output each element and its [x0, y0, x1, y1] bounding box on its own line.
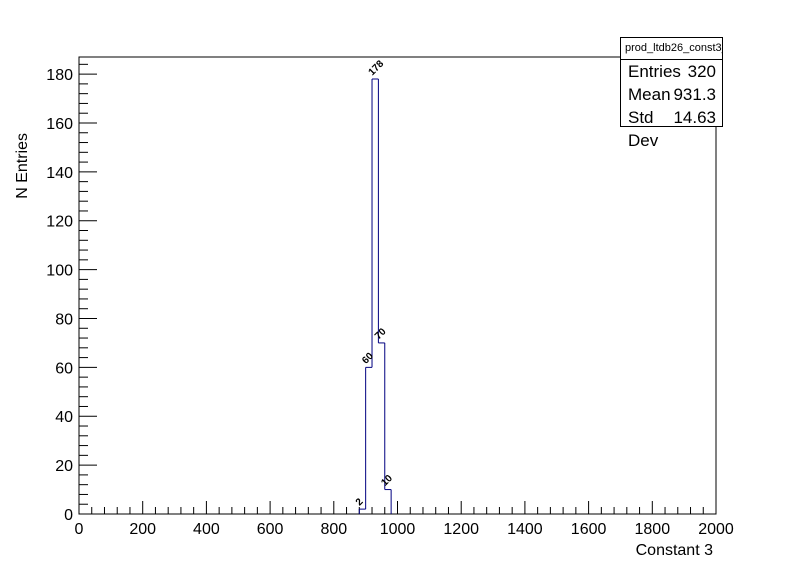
y-tick-label: 160	[46, 116, 73, 133]
stats-value: 320	[687, 62, 716, 81]
stats-value: 14.63	[673, 108, 716, 127]
stats-value: 931.3	[673, 85, 716, 104]
stats-row-mean: Mean 931.3	[621, 83, 722, 106]
y-tick-label: 20	[55, 458, 73, 475]
stats-row-stddev: Std Dev 14.63	[621, 106, 722, 150]
x-tick-label: 200	[129, 521, 156, 538]
stats-label: Std Dev	[628, 108, 659, 150]
stats-box: prod_ltdb26_const3_temp Entries 320 Mean…	[620, 37, 723, 150]
stats-title: prod_ltdb26_const3_temp	[621, 38, 722, 60]
y-tick-label: 40	[55, 409, 73, 426]
x-tick-label: 0	[75, 521, 84, 538]
bar-value-label: 2	[354, 496, 366, 508]
x-axis-label: Constant 3	[636, 542, 713, 559]
bar-value-labels: 2 60 178 70 10	[354, 58, 395, 508]
axis-ticks	[78, 63, 717, 515]
x-tick-label: 400	[193, 521, 220, 538]
x-tick-label: 1600	[571, 521, 607, 538]
bar-value-label: 178	[367, 58, 387, 78]
tick-labels: 0 200 400 600 800 1000 1200 1400 1600 1800 2000 0 20…	[46, 67, 734, 538]
y-tick-label: 60	[55, 360, 73, 377]
bar-value-label: 70	[373, 326, 389, 342]
x-tick-label: 2000	[698, 521, 734, 538]
x-tick-label: 1200	[443, 521, 479, 538]
y-tick-label: 80	[55, 311, 73, 328]
stats-label: Mean	[628, 85, 671, 104]
x-tick-label: 600	[257, 521, 284, 538]
y-tick-label: 140	[46, 165, 73, 182]
x-tick-label: 1800	[635, 521, 671, 538]
x-tick-label: 1400	[507, 521, 543, 538]
stats-row-entries: Entries 320	[621, 60, 722, 83]
y-tick-label: 180	[46, 67, 73, 84]
stats-label: Entries	[628, 62, 681, 81]
histogram-bars	[358, 78, 392, 514]
y-tick-label: 100	[46, 263, 73, 280]
x-tick-label: 800	[320, 521, 347, 538]
y-tick-label: 120	[46, 214, 73, 231]
y-tick-label: 0	[64, 507, 73, 524]
bar-value-label: 60	[360, 351, 376, 367]
x-tick-label: 1000	[380, 521, 416, 538]
bar-value-label: 10	[379, 473, 395, 489]
y-axis-label: N Entries	[14, 133, 31, 199]
